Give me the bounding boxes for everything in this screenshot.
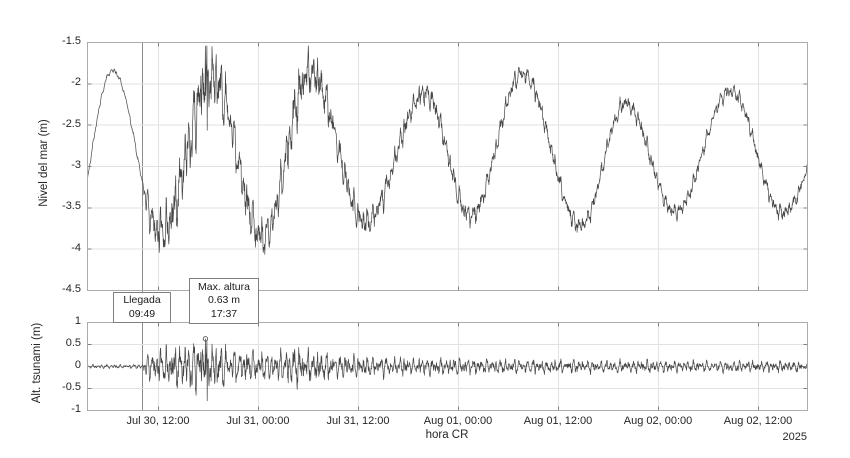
y-tick-label: -2	[71, 76, 81, 89]
y-tick-label: -3	[71, 159, 81, 171]
arrival-annotation: Llegada 09:49	[113, 292, 171, 323]
max-height-marker	[202, 336, 209, 342]
x-tick-label: Aug 01, 00:00	[423, 415, 493, 427]
axes-border	[87, 42, 808, 291]
y-tick-label: 0.5	[65, 337, 81, 349]
x-tick-label: Aug 01, 12:00	[523, 415, 593, 427]
y-tick-label: -0.5	[62, 381, 81, 393]
x-axis-label: hora CR	[425, 429, 469, 441]
y-tick-label: -4.5	[62, 283, 81, 295]
y-tick-label: -3.5	[62, 200, 81, 213]
grid	[88, 43, 807, 290]
y-tick-label: 0	[74, 359, 81, 371]
axes-border	[87, 322, 808, 411]
arrival-annotation-title: Llegada	[123, 294, 161, 306]
year-label: 2025	[782, 431, 807, 443]
x-tick-label: Jul 31, 12:00	[326, 415, 390, 427]
y-tick-label: -2.5	[62, 117, 81, 130]
tsunami-series	[87, 338, 808, 402]
sea-level-series	[87, 45, 808, 255]
arrival-annotation-time: 09:49	[128, 307, 156, 320]
sea-level-plot	[87, 42, 808, 291]
x-tick-label: Jul 30, 12:00	[126, 415, 190, 427]
y-tick-label: -4	[71, 241, 81, 254]
y-tick-label: 1	[74, 315, 81, 327]
max-annotation-title: Max. altura	[198, 280, 250, 293]
x-tick-label: Jul 31, 00:00	[226, 415, 290, 427]
max-height-annotation: Max. altura 0.63 m 17:37	[189, 278, 259, 324]
max-annotation-height: 0.63 m	[207, 294, 241, 307]
y-tick-label: -1.5	[62, 35, 81, 47]
tsunami-plot	[87, 322, 808, 411]
arrival-marker-line	[142, 42, 143, 410]
y-tick-label: -1	[71, 403, 81, 415]
x-tick-label: Aug 02, 12:00	[723, 415, 793, 427]
max-annotation-time: 17:37	[210, 307, 238, 320]
x-tick-label: Aug 02, 00:00	[623, 415, 693, 427]
